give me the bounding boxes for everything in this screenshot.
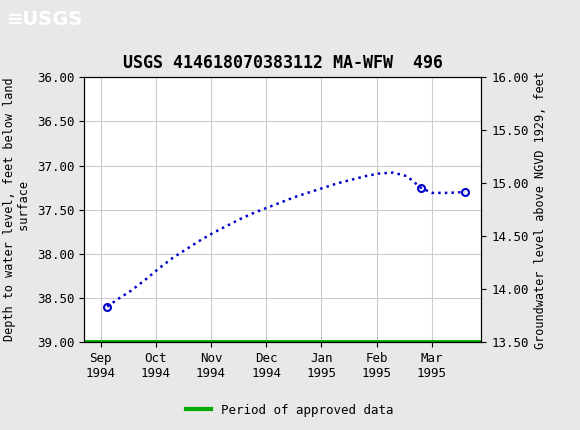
Y-axis label: Depth to water level, feet below land
 surface: Depth to water level, feet below land su… xyxy=(3,78,31,341)
Y-axis label: Groundwater level above NGVD 1929, feet: Groundwater level above NGVD 1929, feet xyxy=(534,71,547,349)
Legend: Period of approved data: Period of approved data xyxy=(181,399,399,421)
Text: ≡USGS: ≡USGS xyxy=(7,10,83,29)
Title: USGS 414618070383112 MA-WFW  496: USGS 414618070383112 MA-WFW 496 xyxy=(123,54,443,72)
